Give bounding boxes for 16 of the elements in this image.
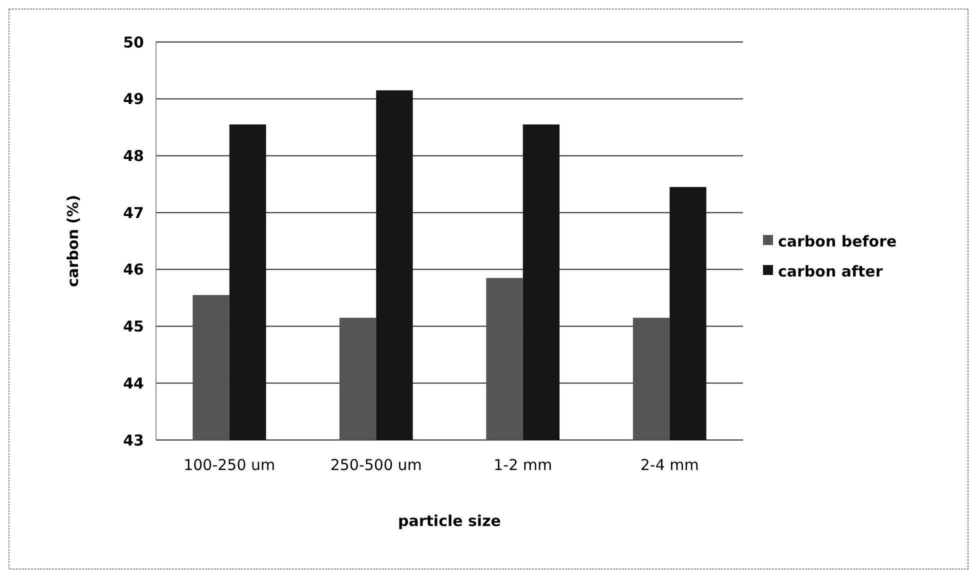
y-tick-label: 46 [123,260,144,279]
y-tick-label: 50 [123,33,144,52]
x-tick-label: 1-2 mm [494,456,552,474]
y-tick-label: 49 [123,90,144,108]
y-tick-label: 48 [123,146,144,165]
x-axis-title: particle size [398,512,501,530]
y-tick-label: 43 [123,431,144,450]
x-tick-label: 100-250 um [184,456,276,474]
legend-label: carbon before [778,232,897,250]
x-tick-label: 250-500 um [330,456,422,474]
y-tick-label: 47 [123,204,144,222]
x-tick-label: 2-4 mm [640,456,699,474]
y-axis-title: carbon (%) [64,194,82,288]
y-tick-label: 44 [123,374,144,392]
legend-label: carbon after [778,262,884,280]
y-tick-label: 45 [123,318,144,336]
